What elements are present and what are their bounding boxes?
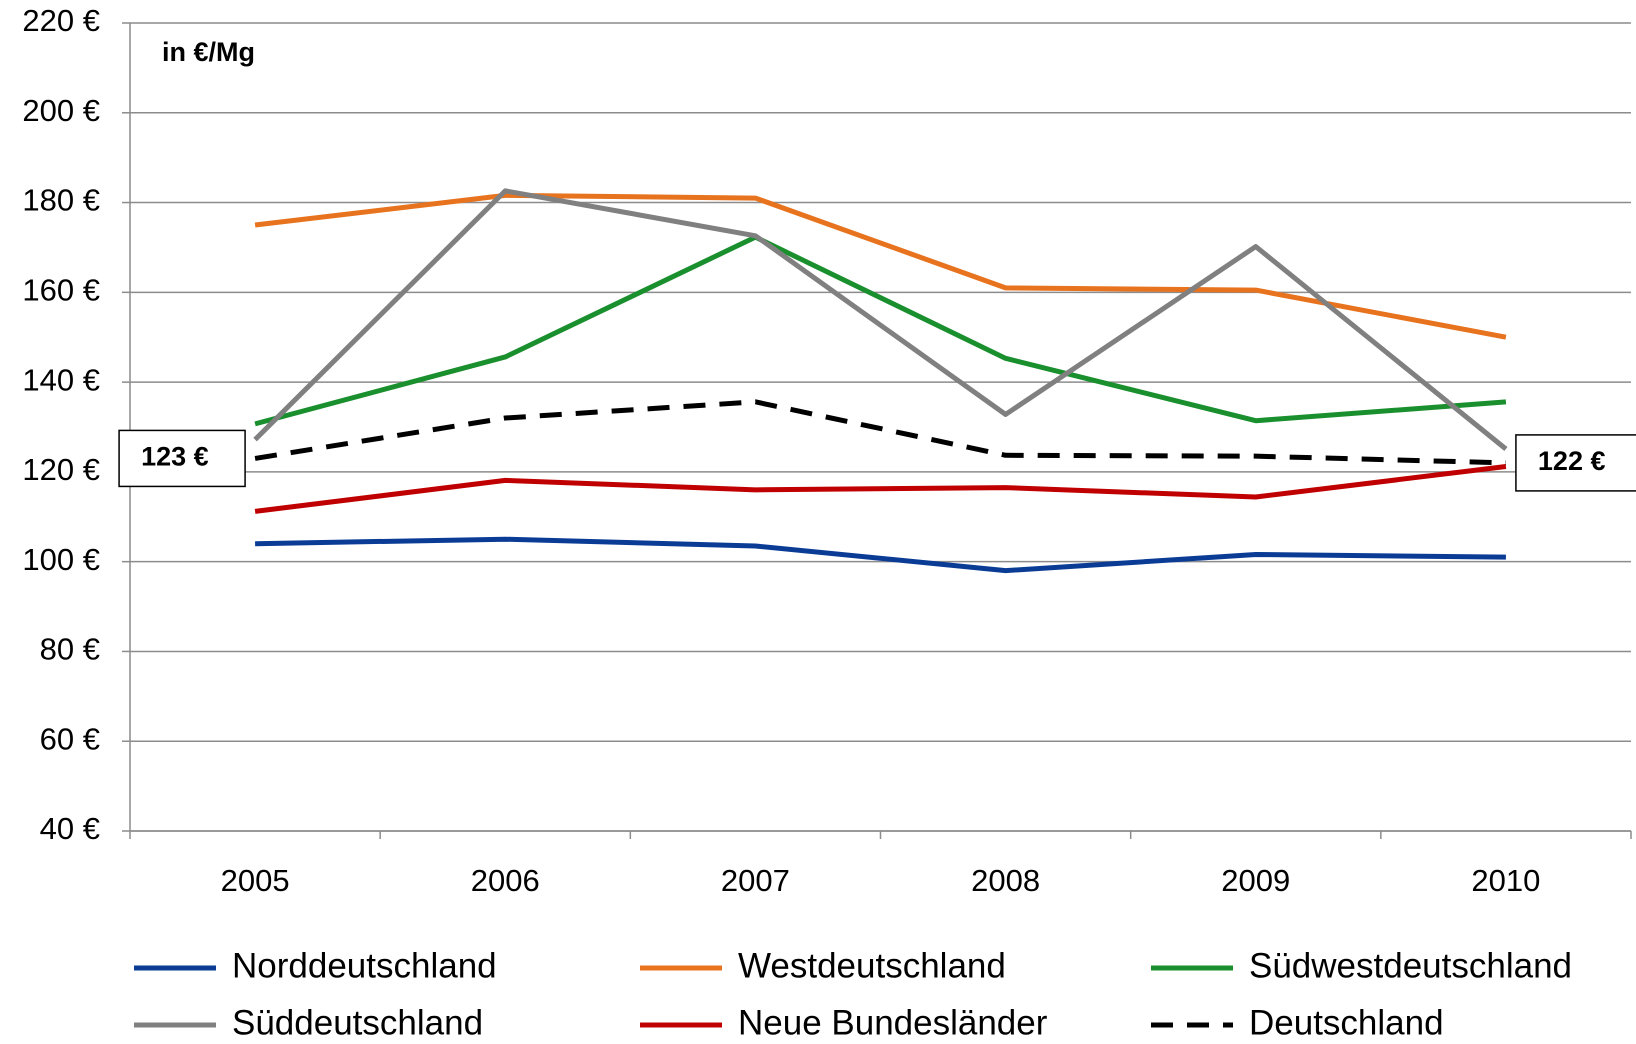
x-tick-label: 2005 [221,863,290,898]
series-line [255,536,1506,574]
series-line [254,192,1507,340]
legend-label: Westdeutschland [738,946,1006,985]
x-tick-label: 2008 [971,863,1040,898]
x-tick-label: 2006 [471,863,540,898]
legend-label: Südwestdeutschland [1249,946,1572,985]
legend-label: Norddeutschland [232,946,497,985]
x-tick-label: 2007 [721,863,790,898]
y-tick-label: 160 € [22,273,100,308]
x-tick-label: 2010 [1471,863,1540,898]
legend-label: Süddeutschland [232,1003,483,1042]
x-tick-label: 2009 [1221,863,1290,898]
series-line [253,188,1508,451]
data-label: 122 € [1538,446,1606,476]
data-label-box [118,429,246,488]
y-tick-label: 200 € [22,93,100,128]
legend-label: Neue Bundesländer [738,1003,1048,1042]
y-tick-label: 180 € [22,183,100,218]
series-line [254,399,1506,466]
y-tick-label: 80 € [40,632,100,667]
y-tick-label: 60 € [40,721,100,756]
unit-annotation: in €/Mg [162,37,255,67]
series-line [254,234,1507,427]
y-tick-label: 100 € [22,542,100,577]
y-tick-label: 120 € [22,452,100,487]
y-tick-label: 40 € [40,811,100,846]
y-tick-label: 140 € [22,362,100,397]
y-tick-label: 220 € [22,3,100,38]
series-line [254,464,1507,514]
legend-label: Deutschland [1249,1003,1444,1042]
data-label-box [1515,434,1636,492]
data-label: 123 € [141,442,209,472]
